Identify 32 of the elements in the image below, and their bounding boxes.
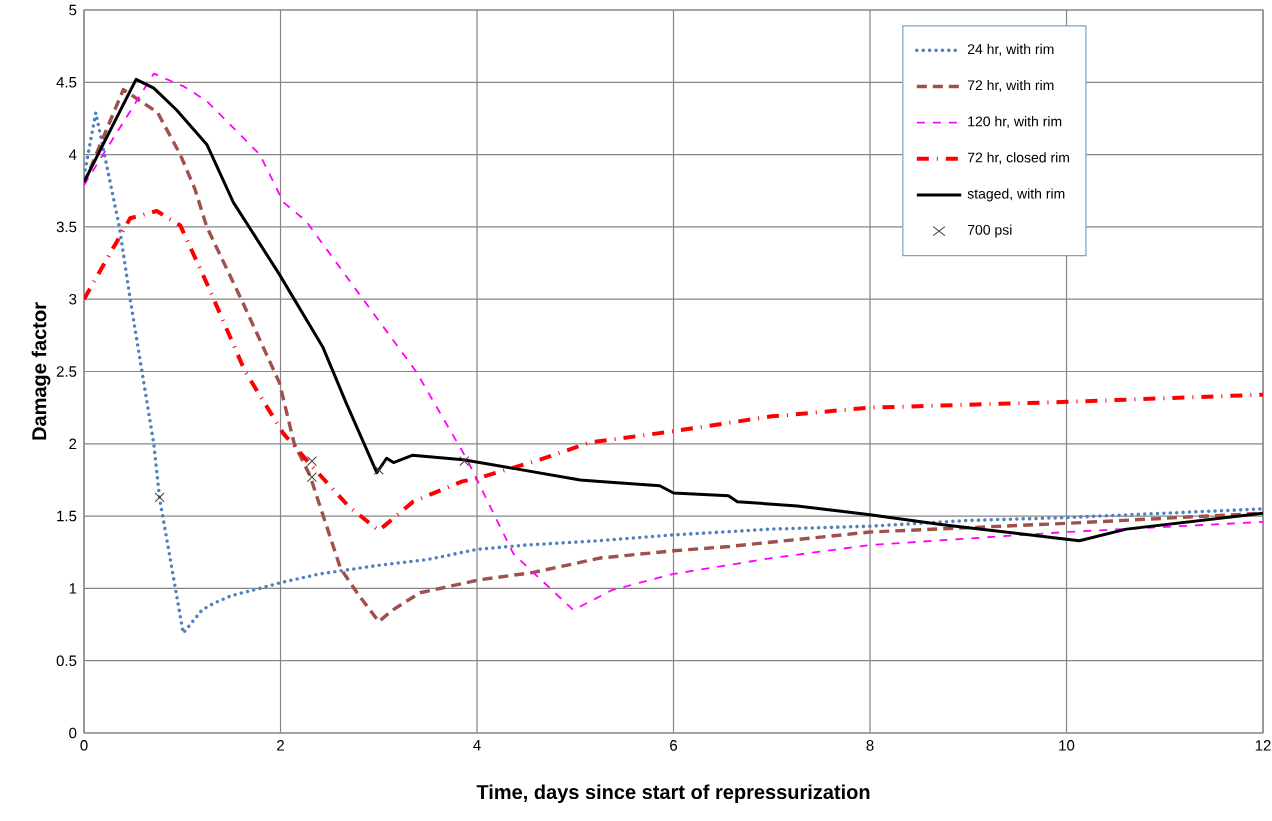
x-tick-label: 0 xyxy=(80,740,88,751)
point xyxy=(306,456,317,467)
x-tick-label: 4 xyxy=(473,740,481,751)
x-tick-label: 2 xyxy=(277,740,284,751)
y-tick-label: 0.5 xyxy=(56,655,77,667)
legend-label: 700 psi xyxy=(967,224,1012,238)
y-tick-label: 5 xyxy=(69,4,77,16)
y-axis-title: Damage factor xyxy=(31,302,51,440)
legend-label: staged, with rim xyxy=(967,188,1065,202)
y-tick-label: 1.5 xyxy=(57,510,77,522)
x-tick-label: 8 xyxy=(866,740,874,751)
x-axis-title: Time, days since start of repressurization xyxy=(476,784,870,804)
y-tick-label: 4.5 xyxy=(56,77,77,88)
point xyxy=(306,472,317,483)
legend-label: 72 hr, closed rim xyxy=(967,152,1069,165)
y-tick-label: 3.5 xyxy=(56,221,77,233)
y-tick-label: 1 xyxy=(69,583,77,594)
legend-label: 72 hr, with rim xyxy=(967,79,1054,92)
line-series xyxy=(84,209,1264,533)
point xyxy=(459,456,470,467)
y-tick-label: 4 xyxy=(68,149,77,160)
x-tick-label: 12 xyxy=(1255,740,1271,751)
legend-label: 120 hr, with rim xyxy=(968,116,1062,129)
point xyxy=(154,492,165,503)
x-tick-label: 6 xyxy=(670,740,678,751)
y-tick-label: 0 xyxy=(69,727,77,739)
y-tick-label: 2 xyxy=(69,438,77,450)
y-tick-label: 2.5 xyxy=(56,366,77,377)
y-tick-label: 3 xyxy=(69,293,77,305)
x-tick-label: 10 xyxy=(1059,740,1075,751)
legend-label: 24 hr, with rim xyxy=(967,43,1054,56)
point xyxy=(373,464,384,475)
